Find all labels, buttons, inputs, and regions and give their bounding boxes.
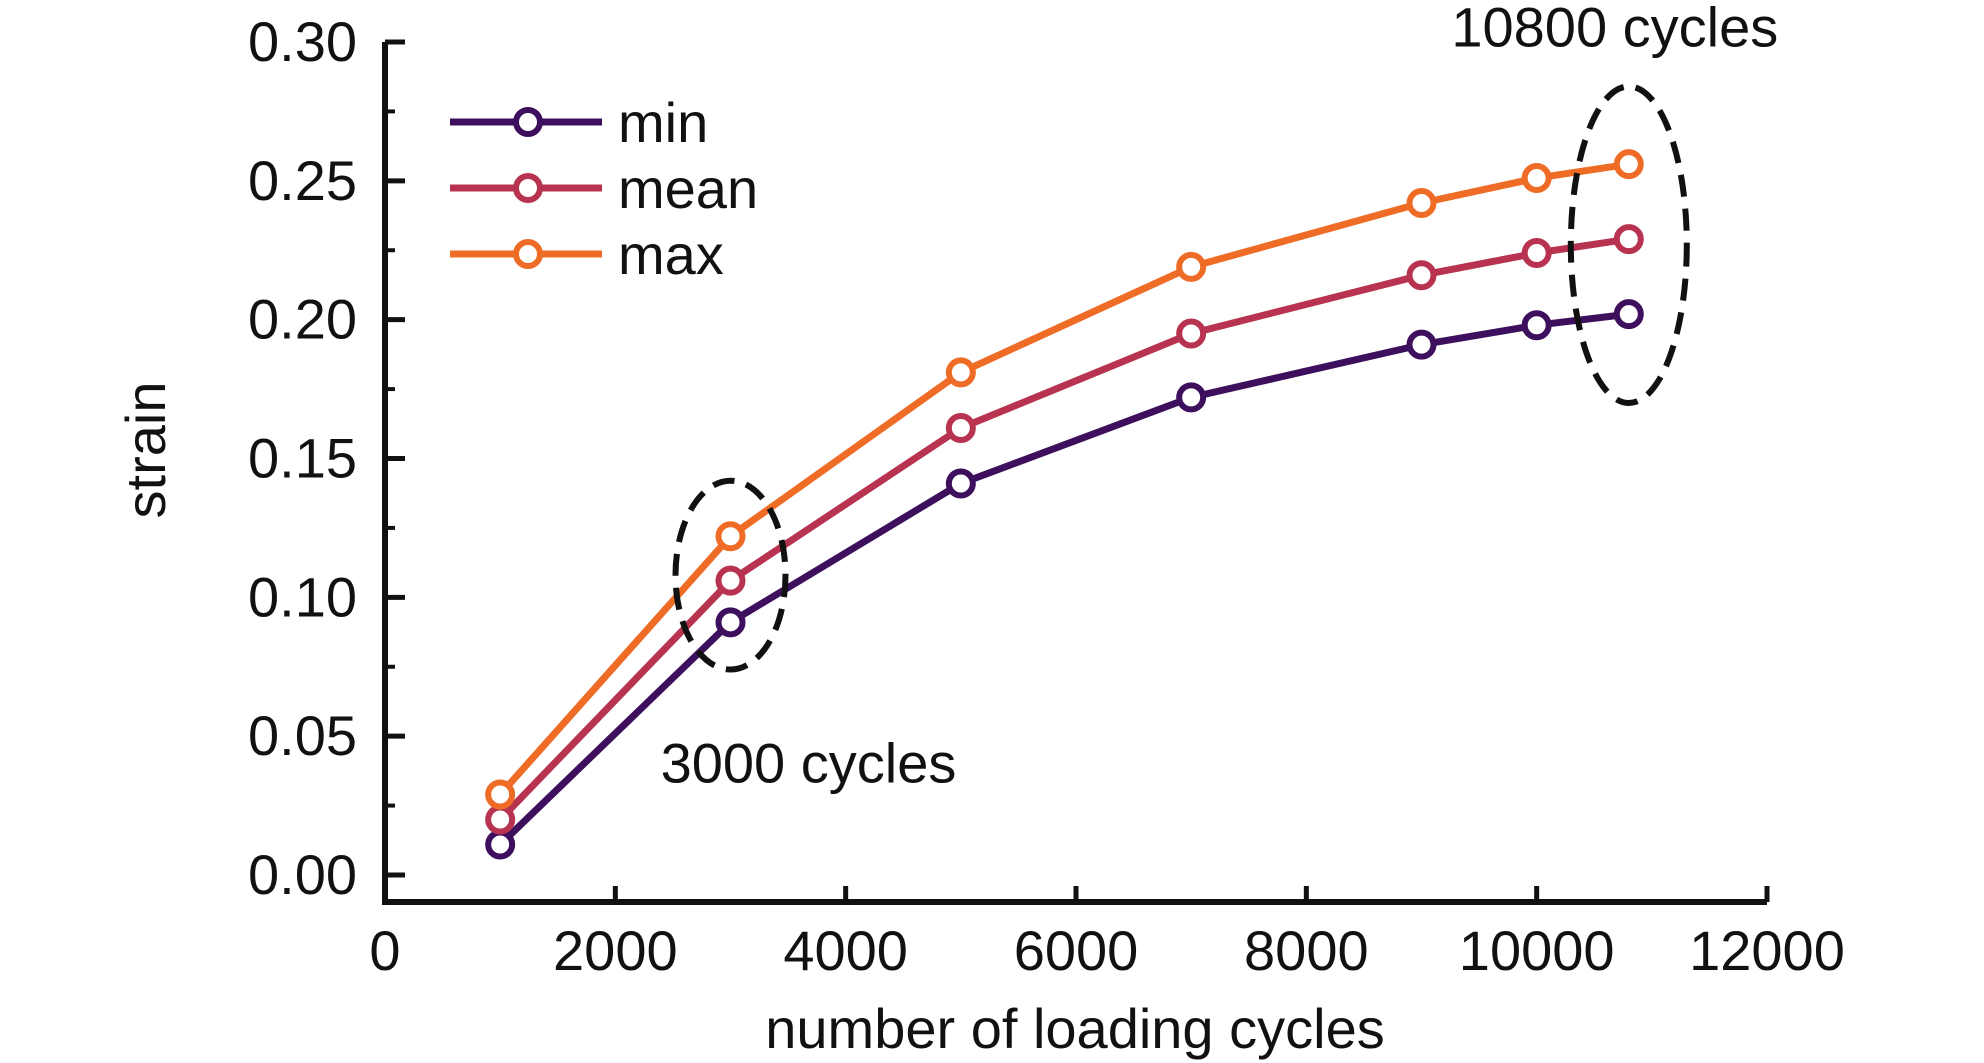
data-point-min — [715, 607, 746, 638]
x-tick-label: 0 — [369, 919, 400, 982]
data-point-max — [1406, 188, 1437, 219]
annotation-ellipse — [1567, 83, 1690, 406]
data-point-mean — [715, 565, 746, 596]
legend-swatch-marker — [513, 239, 543, 269]
data-point-min — [1176, 382, 1207, 413]
data-point-mean — [1521, 238, 1552, 269]
data-point-max — [1176, 251, 1207, 282]
legend-label: max — [618, 223, 724, 286]
annotation-label: 3000 cycles — [661, 732, 957, 795]
x-tick-label: 2000 — [553, 919, 678, 982]
data-point-max — [1613, 149, 1644, 180]
series-layer — [485, 149, 1644, 860]
axes: 0.00 0.05 0.10 0.15 0.20 0.25 0.30 0 2000 4000 60… — [248, 10, 1845, 982]
legend-item-mean: mean — [450, 157, 758, 220]
annotation-layer: 3000 cycles 10800 cycles — [661, 0, 1779, 795]
x-tick-label: 12000 — [1689, 919, 1845, 982]
data-point-max — [715, 521, 746, 552]
y-ticks: 0.00 0.05 0.10 0.15 0.20 0.25 0.30 — [248, 10, 405, 906]
series-mean — [485, 224, 1644, 835]
y-tick-label: 0.10 — [248, 565, 357, 628]
y-axis-title: strain — [114, 382, 177, 519]
annotation-label: 10800 cycles — [1451, 0, 1778, 58]
data-point-min — [1613, 299, 1644, 330]
data-point-mean — [945, 412, 976, 443]
x-ticks: 0 2000 4000 6000 8000 10000 12000 — [369, 886, 1845, 982]
data-point-max — [485, 779, 516, 810]
series-min — [485, 299, 1644, 860]
y-tick-label: 0.05 — [248, 704, 357, 767]
data-point-mean — [1613, 224, 1644, 255]
data-point-min — [945, 468, 976, 499]
data-point-mean — [1406, 260, 1437, 291]
data-point-min — [1521, 310, 1552, 341]
x-axis-title: number of loading cycles — [765, 997, 1384, 1060]
data-point-min — [1406, 329, 1437, 360]
data-point-max — [945, 357, 976, 388]
legend-swatch-marker — [513, 107, 543, 137]
legend-label: mean — [618, 157, 758, 220]
legend-item-min: min — [450, 91, 708, 154]
data-point-mean — [1176, 318, 1207, 349]
y-tick-label: 0.25 — [248, 149, 357, 212]
x-tick-label: 10000 — [1459, 919, 1615, 982]
series-max — [485, 149, 1644, 810]
data-point-min — [485, 829, 516, 860]
data-point-mean — [485, 804, 516, 835]
y-tick-label: 0.20 — [248, 288, 357, 351]
annotation-ellipse — [672, 477, 789, 673]
y-tick-label: 0.15 — [248, 427, 357, 490]
x-tick-label: 8000 — [1244, 919, 1369, 982]
legend-label: min — [618, 91, 708, 154]
legend-item-max: max — [450, 223, 724, 286]
data-point-max — [1521, 163, 1552, 194]
y-tick-label: 0.00 — [248, 843, 357, 906]
legend-swatch-marker — [513, 173, 543, 203]
x-tick-label: 4000 — [783, 919, 908, 982]
y-tick-label: 0.30 — [248, 10, 357, 73]
x-tick-label: 6000 — [1014, 919, 1139, 982]
